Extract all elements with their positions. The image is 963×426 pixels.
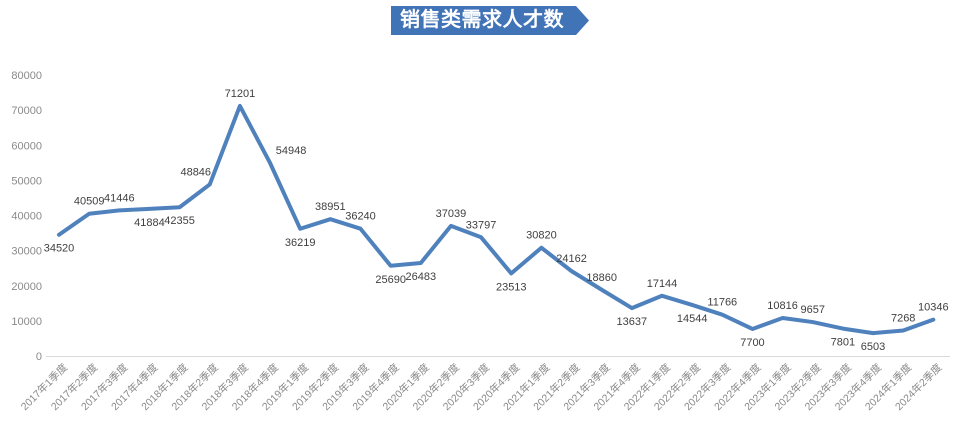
data-label: 25690	[375, 274, 406, 286]
data-label: 36219	[285, 237, 316, 249]
data-label: 24162	[556, 253, 587, 265]
sales-demand-line-series	[57, 103, 936, 336]
y-axis-tick-label: 0	[36, 351, 42, 363]
data-label: 7268	[891, 312, 915, 324]
y-axis-tick-label: 80000	[11, 70, 42, 82]
data-label: 13637	[617, 316, 648, 328]
y-axis-tick-label: 20000	[11, 281, 42, 293]
data-label: 7700	[740, 337, 764, 349]
data-label: 33797	[466, 219, 497, 231]
data-label: 10346	[918, 302, 949, 314]
y-axis-tick-label: 30000	[11, 246, 42, 258]
y-axis-tick-label: 40000	[11, 211, 42, 223]
data-label: 71201	[225, 88, 256, 100]
y-axis-tick-label: 60000	[11, 140, 42, 152]
data-label: 9657	[801, 304, 825, 316]
data-label: 23513	[496, 281, 527, 293]
chart-title-text: 销售类需求人才数	[400, 9, 564, 31]
data-label: 6503	[861, 341, 885, 353]
data-label: 36240	[345, 211, 376, 223]
data-label: 41884	[134, 217, 165, 229]
data-label: 10816	[767, 300, 798, 312]
data-label: 26483	[406, 271, 437, 283]
data-label: 34520	[44, 243, 75, 255]
y-axis-tick-label: 50000	[11, 175, 42, 187]
data-label: 48846	[180, 166, 211, 178]
y-axis-tick-label: 10000	[11, 316, 42, 328]
data-label: 17144	[647, 278, 678, 290]
data-label: 54948	[276, 145, 307, 157]
data-label: 38951	[315, 201, 346, 213]
data-label: 14544	[677, 313, 708, 325]
chart-title-banner: 销售类需求人才数	[391, 6, 589, 35]
data-label: 11766	[707, 297, 737, 309]
y-axis-tick-label: 70000	[11, 105, 42, 117]
data-label: 42355	[164, 215, 195, 227]
data-label: 7801	[831, 337, 855, 349]
data-label: 18860	[586, 272, 617, 284]
data-label: 30820	[526, 230, 557, 242]
data-label: 37039	[436, 208, 467, 220]
data-label: 41446	[104, 192, 135, 204]
data-label: 40509	[74, 196, 105, 208]
